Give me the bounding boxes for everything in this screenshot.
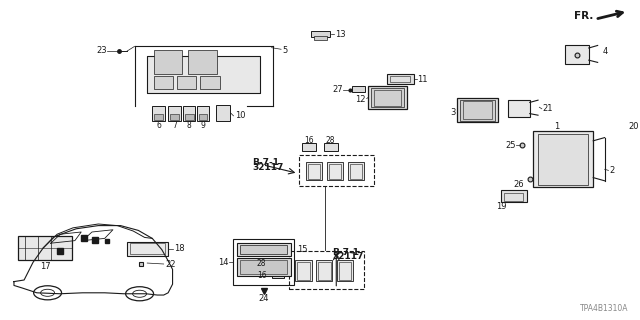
Bar <box>324 143 337 151</box>
Bar <box>311 31 330 37</box>
Bar <box>18 236 72 260</box>
Bar <box>297 262 310 280</box>
Text: 24: 24 <box>259 294 269 303</box>
Text: 32117: 32117 <box>253 163 284 172</box>
Bar <box>216 105 230 121</box>
Bar <box>316 260 332 281</box>
Bar <box>154 114 163 120</box>
Text: 7: 7 <box>172 121 177 130</box>
Text: 8: 8 <box>187 121 191 130</box>
Bar <box>501 190 527 202</box>
Bar <box>348 162 364 180</box>
Bar <box>387 74 413 84</box>
Bar <box>130 243 165 254</box>
Bar <box>564 45 589 64</box>
Text: 17: 17 <box>40 262 51 271</box>
Text: 32117: 32117 <box>332 252 364 261</box>
Bar <box>390 76 410 82</box>
Bar <box>306 162 323 180</box>
Bar <box>339 262 351 280</box>
Text: 14: 14 <box>218 258 228 267</box>
Text: 16: 16 <box>257 271 266 280</box>
Text: 18: 18 <box>175 244 185 253</box>
Bar <box>184 114 193 120</box>
Bar <box>352 86 365 92</box>
Bar <box>327 162 343 180</box>
Bar <box>368 86 407 109</box>
Text: 9: 9 <box>200 121 205 130</box>
Text: 5: 5 <box>282 46 287 55</box>
Text: 3: 3 <box>450 108 456 117</box>
Bar <box>504 193 524 201</box>
Bar <box>533 131 593 187</box>
Bar <box>271 271 284 278</box>
Bar <box>240 260 287 274</box>
Bar <box>154 50 182 74</box>
Text: 22: 22 <box>165 260 175 269</box>
Bar <box>147 56 260 93</box>
Text: FR.: FR. <box>575 11 594 21</box>
Text: 4: 4 <box>603 47 608 56</box>
Text: B-7-1: B-7-1 <box>332 248 360 257</box>
Bar <box>318 262 330 280</box>
Text: 10: 10 <box>235 111 245 120</box>
Bar <box>198 114 207 120</box>
Bar <box>289 251 364 289</box>
Text: 28: 28 <box>257 259 266 268</box>
Bar <box>237 258 291 276</box>
Bar <box>508 100 530 117</box>
Bar <box>295 260 312 281</box>
Bar <box>460 100 495 121</box>
Bar <box>314 36 327 40</box>
Bar <box>457 98 498 122</box>
Bar <box>177 76 196 89</box>
Text: 6: 6 <box>156 121 161 130</box>
Bar <box>349 164 362 179</box>
Text: 25: 25 <box>506 141 516 150</box>
Text: 2: 2 <box>609 166 614 175</box>
Bar <box>188 50 217 74</box>
Bar <box>371 88 404 107</box>
Text: 19: 19 <box>496 202 506 211</box>
Bar <box>300 155 374 186</box>
Bar <box>127 242 168 256</box>
Text: 1: 1 <box>554 122 560 131</box>
Text: 15: 15 <box>297 245 307 254</box>
Bar <box>200 76 220 89</box>
Bar <box>240 245 287 254</box>
Text: 23: 23 <box>96 46 107 55</box>
Text: 11: 11 <box>417 75 428 84</box>
Bar <box>538 134 588 185</box>
Bar <box>152 106 165 121</box>
Bar <box>463 101 492 119</box>
Bar <box>234 239 294 285</box>
Bar <box>237 243 291 256</box>
Bar <box>147 56 260 93</box>
Text: 21: 21 <box>543 104 553 113</box>
Bar <box>183 106 195 121</box>
Bar <box>374 90 401 106</box>
Text: 20: 20 <box>628 122 639 131</box>
Text: B-7-1: B-7-1 <box>253 158 280 167</box>
Text: 12: 12 <box>355 95 365 104</box>
Bar <box>196 106 209 121</box>
Bar <box>170 114 179 120</box>
Bar <box>329 164 341 179</box>
Text: TPA4B1310A: TPA4B1310A <box>580 304 628 313</box>
Text: 16: 16 <box>304 136 314 145</box>
Bar <box>308 164 321 179</box>
Text: 28: 28 <box>326 136 335 145</box>
Text: 26: 26 <box>513 180 524 188</box>
Bar <box>271 259 284 266</box>
Text: 13: 13 <box>335 30 346 39</box>
Bar <box>337 260 353 281</box>
Bar <box>154 76 173 89</box>
Bar <box>302 143 316 151</box>
Text: 27: 27 <box>332 85 342 94</box>
Bar <box>168 106 181 121</box>
